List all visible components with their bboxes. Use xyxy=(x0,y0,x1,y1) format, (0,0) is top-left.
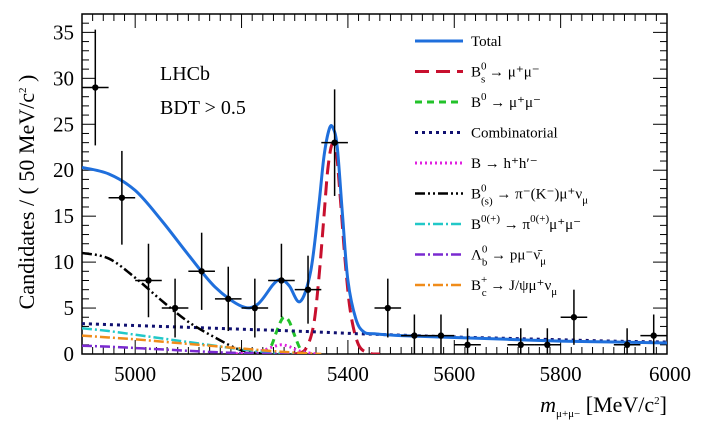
point-marker xyxy=(331,139,338,146)
point-marker xyxy=(384,304,391,312)
legend-label: B → h⁺h′⁻ xyxy=(471,156,538,172)
curve-bpimumu xyxy=(82,327,295,354)
legend-item-bpimumu: B0(+) → π0(+)μ⁺μ⁻ xyxy=(415,213,581,233)
legend-label: B0 s → μ⁺μ⁻ xyxy=(471,61,540,86)
data-point xyxy=(401,314,428,354)
point-marker xyxy=(198,268,205,275)
data-point xyxy=(613,328,641,354)
legend-item-b0: B0 → μ⁺μ⁻ xyxy=(415,91,541,111)
curve-b0 xyxy=(261,315,307,354)
point-marker xyxy=(251,304,259,312)
legend-item-comb: Combinatorial xyxy=(415,126,558,142)
point-marker xyxy=(225,295,232,303)
point-marker xyxy=(517,341,524,349)
point-marker xyxy=(464,341,471,349)
x-tick-label: 5800 xyxy=(540,362,582,386)
cut-label: BDT > 0.5 xyxy=(160,97,246,119)
legend-label: Combinatorial xyxy=(471,126,558,142)
data-point xyxy=(640,314,667,354)
data-point xyxy=(427,314,455,354)
point-marker xyxy=(304,286,312,293)
curve-total xyxy=(82,123,667,345)
y-tick-label: 0 xyxy=(64,342,75,366)
data-point xyxy=(241,278,269,338)
legend-item-bpimunu: B0 (s) → π⁻(K⁻)μ⁺νμ xyxy=(415,183,588,208)
data-point xyxy=(321,89,348,196)
data-point xyxy=(161,278,189,338)
legend-label: B+ c → J/ψμ⁺νμ xyxy=(471,274,557,299)
y-tick-label: 35 xyxy=(53,20,74,44)
y-axis-title: Candidates / ( 50 MeV/c2 ) xyxy=(14,75,39,310)
data-point xyxy=(214,266,242,332)
y-tick-label: 30 xyxy=(53,66,74,90)
x-tick-label: 5000 xyxy=(114,362,156,386)
data-point xyxy=(374,278,402,338)
legend-item-lb: Λ0 b → pμ⁻ν̄μ xyxy=(415,244,546,269)
x-axis-title: mμ+μ− [MeV/c2] xyxy=(540,392,667,420)
data-point xyxy=(268,243,295,318)
point-marker xyxy=(118,194,126,201)
x-tick-label: 5200 xyxy=(221,362,263,386)
experiment-label: LHCb xyxy=(160,63,210,85)
point-marker xyxy=(623,341,631,349)
legend-item-bs: B0 s → μ⁺μ⁻ xyxy=(415,61,540,86)
data-point xyxy=(294,255,322,324)
y-tick-label: 20 xyxy=(53,158,74,182)
point-marker xyxy=(570,314,578,321)
legend-label: Λ0 b → pμ⁻ν̄μ xyxy=(471,244,546,269)
point-marker xyxy=(145,277,152,284)
legend-label: Total xyxy=(471,34,502,50)
legend-label: B0 → μ⁺μ⁻ xyxy=(471,91,541,111)
y-tick-label: 10 xyxy=(53,250,74,274)
legend-item-total: Total xyxy=(415,34,502,50)
legend-label: B0 (s) → π⁻(K⁻)μ⁺νμ xyxy=(471,183,588,208)
y-tick-label: 15 xyxy=(53,204,74,228)
legend-label: B0(+) → π0(+)μ⁺μ⁻ xyxy=(471,213,581,233)
point-marker xyxy=(92,84,99,91)
point-marker xyxy=(544,341,551,349)
curve-bhh xyxy=(230,343,317,354)
data-point xyxy=(82,29,109,146)
legend-item-bhh: B → h⁺h′⁻ xyxy=(415,156,538,172)
legend-item-bc: B+ c → J/ψμ⁺νμ xyxy=(415,274,557,299)
point-marker xyxy=(171,304,179,312)
data-point xyxy=(454,328,481,354)
data-point xyxy=(188,232,215,310)
data-point xyxy=(534,328,561,354)
point-marker xyxy=(437,332,445,339)
point-marker xyxy=(278,277,285,284)
curve-bc xyxy=(82,334,322,354)
data-point xyxy=(507,328,535,354)
y-tick-label: 5 xyxy=(64,296,75,320)
point-marker xyxy=(650,332,657,339)
data-point xyxy=(560,289,588,345)
x-tick-label: 6000 xyxy=(649,362,691,386)
point-marker xyxy=(411,332,418,339)
data-point xyxy=(135,243,162,318)
data-point xyxy=(108,150,136,245)
y-tick-label: 25 xyxy=(53,112,74,136)
x-tick-label: 5400 xyxy=(327,362,369,386)
x-tick-label: 5600 xyxy=(433,362,475,386)
